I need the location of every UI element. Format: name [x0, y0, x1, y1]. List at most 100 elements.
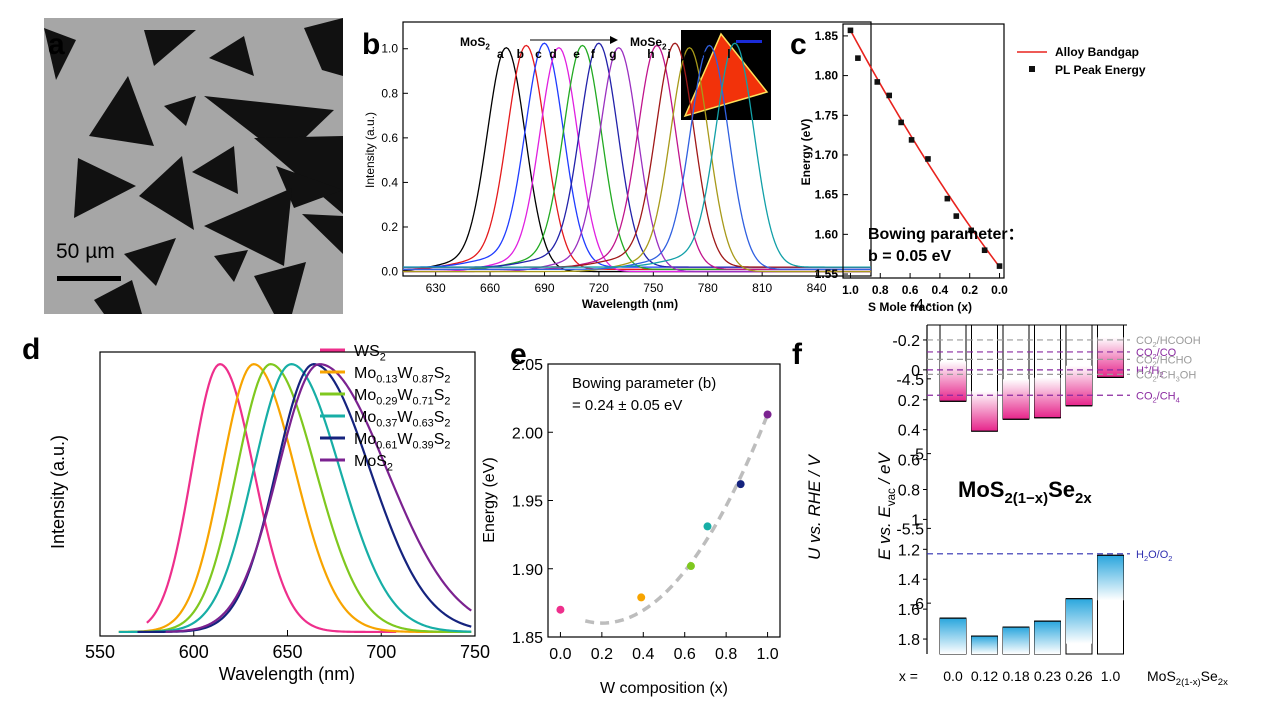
- c-data-point: [968, 227, 975, 234]
- pl-map-flake: [683, 32, 769, 118]
- c-data-point: [898, 119, 904, 126]
- c-data-point: [981, 247, 988, 254]
- e-ytick-label: 2.05: [512, 357, 543, 374]
- d-legend-label-0: WS2​: [354, 343, 386, 363]
- d-xtick-label: 650: [272, 642, 302, 662]
- c-ytick-label: 1.65: [815, 188, 839, 202]
- pl-map-inset: [681, 30, 771, 120]
- f-left-tick-label: 1.8: [898, 632, 920, 649]
- b-plot-frame: [402, 21, 872, 277]
- c-data-point: [944, 195, 951, 202]
- d-legend-label-2-part: W: [397, 387, 413, 404]
- f-potential-label-3-part: H: [1136, 365, 1144, 377]
- b-xtick-label: 630: [426, 281, 446, 295]
- e-xtick-label: 0.0: [549, 646, 571, 663]
- b-arrow-start-label: MoS2​: [460, 35, 490, 51]
- d-legend-label-4-part: 0.39: [413, 439, 434, 451]
- c-annotation-line2: b = 0.05 eV: [868, 248, 951, 265]
- f-potential-label-2-part: /HCHO: [1157, 354, 1193, 366]
- f-potential-label-2-part: CO: [1136, 354, 1153, 366]
- e-data-point-5: [763, 410, 772, 419]
- c-legend-label-points: PL Peak Energy: [1055, 63, 1146, 77]
- f-potential-label-4-part: 3: [1176, 374, 1180, 383]
- f-bottom-label-part: Se: [1201, 668, 1218, 684]
- f-cb-fill-4: [1066, 365, 1092, 406]
- scale-bar: [57, 276, 121, 281]
- b-peak-label-i: i: [667, 47, 670, 61]
- b-arrow-start-label-part: 2: [485, 42, 490, 51]
- f-category-label-1: 0.12: [971, 668, 998, 684]
- f-potential-label-5-part: CO: [1136, 390, 1153, 402]
- d-legend-label-3: Mo0.37​W0.63​S2​: [354, 409, 450, 429]
- f-potential-label-4-part: /CH: [1157, 369, 1176, 381]
- panel-letter-b: b: [362, 28, 381, 61]
- b-ylabel: Intensity (a.u.): [363, 112, 377, 188]
- f-x-prefix: x =: [899, 668, 918, 684]
- c-xtick-label: 0.8: [872, 283, 889, 297]
- d-series-2: [128, 363, 472, 634]
- b-peak-label-c: c: [535, 47, 542, 61]
- f-left-tick-label: 0.8: [898, 483, 920, 500]
- e-ytick-label: 1.85: [512, 630, 543, 647]
- c-xtick-label: 0.0: [991, 283, 1008, 297]
- f-right-tick-label: -5.5: [896, 521, 924, 538]
- f-potential-label-6-part: O/O: [1148, 549, 1169, 561]
- d-legend-label-5-part: MoS: [354, 453, 387, 470]
- b-series-k: [403, 44, 871, 270]
- b-xtick-label: 780: [698, 281, 718, 295]
- e-xlabel: W composition (x): [600, 680, 728, 697]
- f-left-tick-label: 1.2: [898, 542, 920, 559]
- c-data-point: [953, 213, 960, 219]
- f-left-tick-label: 0.6: [898, 453, 920, 470]
- panel-letter-f: f: [792, 338, 802, 371]
- d-legend-label-3-part: W: [397, 409, 413, 426]
- c-xtick-label: 0.4: [932, 283, 949, 297]
- e-xtick-label: 0.6: [674, 646, 696, 663]
- b-peak-label-j: j: [681, 47, 685, 61]
- c-ytick-label: 1.70: [815, 148, 839, 162]
- d-legend-label-4-part: W: [397, 431, 413, 448]
- e-xtick-label: 1.0: [756, 646, 778, 663]
- f-left-label-part: U vs. RHE / V: [805, 453, 824, 560]
- d-legend-label-4-part: 0.61: [376, 439, 397, 451]
- c-data-point: [855, 55, 861, 61]
- b-arrow-end-label-part: MoSe: [630, 35, 662, 49]
- f-potential-label-0-part: CO: [1136, 335, 1153, 347]
- d-legend-label-1-part: 0.87: [413, 373, 434, 385]
- b-peak-label-a: a: [497, 47, 504, 61]
- d-legend-label-3-part: Mo: [354, 409, 376, 426]
- f-potential-label-0-part: 2: [1153, 340, 1157, 349]
- c-ytick-label: 1.85: [815, 29, 839, 43]
- e-fit-curve: [584, 413, 770, 625]
- d-legend-label-1-part: 0.13: [376, 373, 397, 385]
- f-category-label-2: 0.18: [1002, 668, 1029, 684]
- f-potential-label-1-part: 2: [1153, 352, 1157, 361]
- d-legend-label-4-part: 2: [444, 439, 450, 451]
- d-ylabel: Intensity (a.u.): [48, 435, 68, 549]
- d-xtick-label: 550: [85, 642, 115, 662]
- c-annotation-line1: Bowing parameter：: [868, 226, 1024, 243]
- f-left-tick-label: 0.4: [898, 423, 920, 440]
- f-vb-fill-4: [1066, 598, 1092, 644]
- c-legend-marker: [1029, 66, 1035, 72]
- f-bottom-label-part: 2x: [1218, 677, 1228, 688]
- f-cb-fill-2: [1003, 379, 1029, 420]
- e-data-point-4: [736, 480, 745, 489]
- scale-bar-label: 50 µm: [56, 240, 115, 263]
- d-legend-label-1-part: 2: [444, 373, 450, 385]
- c-data-point: [847, 27, 854, 34]
- d-legend-label-0-part: 2: [380, 351, 386, 363]
- c-data-point: [996, 263, 1003, 269]
- d-legend-label-5: MoS2​: [354, 453, 393, 473]
- b-ytick-label: 0.8: [381, 86, 398, 100]
- f-potential-label-2: CO2​/HCHO: [1136, 354, 1193, 368]
- b-ytick-label: 0.6: [381, 131, 398, 145]
- e-data-point-3: [703, 522, 712, 531]
- e-annotation-line2: = 0.24 ± 0.05 eV: [572, 397, 682, 414]
- f-formula-part: 2(1−x): [1004, 490, 1048, 507]
- panel-letter-c: c: [790, 28, 807, 61]
- c-legend-label-fit: Alloy Bandgap: [1055, 45, 1139, 59]
- b-xtick-label: 750: [643, 281, 663, 295]
- e-data-point-1: [637, 593, 646, 602]
- panel-letter-e: e: [510, 338, 527, 371]
